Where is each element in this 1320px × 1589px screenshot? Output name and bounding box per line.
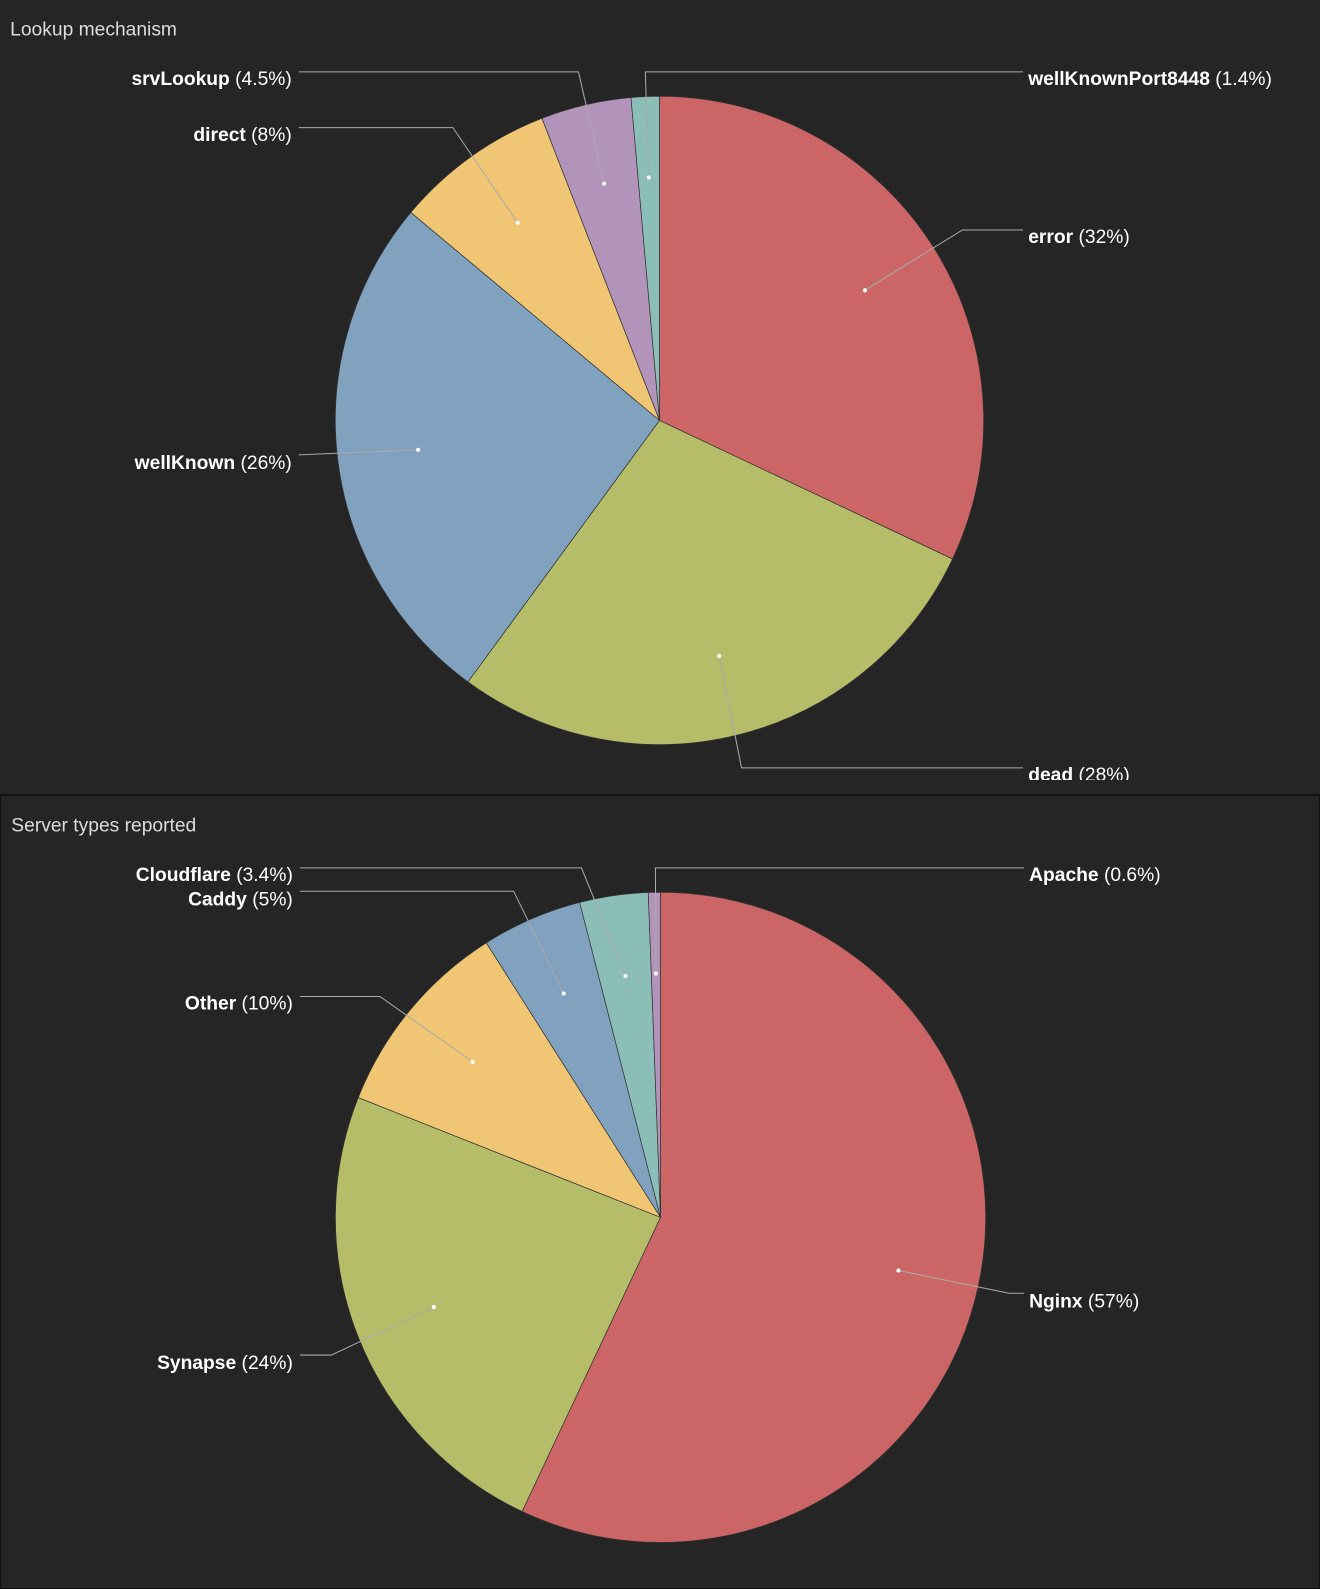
- leader-dot: [431, 1305, 436, 1310]
- chart-title: Lookup mechanism: [10, 19, 177, 40]
- pie-slice-error[interactable]: [659, 95, 984, 560]
- leader-line: [298, 71, 605, 184]
- slice-name: Synapse: [157, 1353, 236, 1374]
- pie-slice-other[interactable]: [357, 942, 662, 1219]
- slice-percent: (10%): [236, 994, 293, 1015]
- pie-slice-wellknownport8448[interactable]: [630, 95, 660, 421]
- leader-line: [644, 71, 1024, 178]
- leader-line: [299, 1306, 435, 1356]
- slice-name: error: [1028, 227, 1073, 248]
- slice-name: Caddy: [188, 889, 247, 910]
- chart-title: Server types reported: [11, 815, 196, 836]
- leader-dot: [470, 1059, 475, 1064]
- leader-line: [299, 996, 473, 1063]
- server-types-pie-chart: Server types reported Nginx (57%) Synapse…: [11, 815, 1161, 1543]
- slice-percent: (8%): [246, 125, 292, 146]
- slice-label: Cloudflare (3.4%): [136, 865, 293, 886]
- slice-percent: (0.6%): [1099, 865, 1161, 886]
- slice-name: Cloudflare: [136, 865, 231, 886]
- slice-percent: (57%): [1083, 1291, 1140, 1312]
- slice-name: wellKnownPort8448: [1027, 69, 1210, 90]
- slice-name: Nginx: [1029, 1291, 1083, 1312]
- slice-label: Caddy (5%): [188, 889, 293, 910]
- leader-line: [298, 127, 519, 224]
- pie-slice-wellknown[interactable]: [335, 211, 660, 683]
- leader-dot: [653, 971, 658, 976]
- pie-slice-synapse[interactable]: [335, 1097, 661, 1512]
- leader-dot: [515, 220, 520, 225]
- slices: [335, 891, 986, 1543]
- slice-name: srvLookup: [131, 69, 229, 90]
- slice-percent: (26%): [235, 453, 292, 474]
- leader-line: [299, 890, 565, 994]
- slice-label: error (32%): [1028, 227, 1130, 248]
- slice-label: Nginx (57%): [1029, 1291, 1139, 1312]
- leader-dot: [646, 175, 651, 180]
- leader-dot: [602, 181, 607, 186]
- slice-percent: (24%): [236, 1353, 293, 1374]
- slice-percent: (32%): [1073, 227, 1130, 248]
- slice-label: srvLookup (4.5%): [131, 69, 291, 90]
- slice-percent: (4.5%): [230, 69, 292, 90]
- slice-name: Other: [185, 994, 237, 1015]
- pie-slice-dead[interactable]: [467, 419, 953, 745]
- slice-percent: (5%): [247, 889, 293, 910]
- slice-name: wellKnown: [134, 453, 235, 474]
- labels: error (32%) dead (28%) wellKnown (26%) dire…: [131, 69, 1271, 780]
- leader-line: [864, 229, 1024, 291]
- leader-dot: [862, 288, 867, 293]
- leader-line: [654, 867, 1025, 974]
- leader-line: [718, 655, 1024, 769]
- slice-percent: (28%): [1073, 765, 1130, 780]
- leader-dot: [717, 654, 722, 659]
- slice-label: Synapse (24%): [157, 1353, 293, 1374]
- lookup-mechanism-pie-chart: Lookup mechanism error (32%) dead (28%) we…: [10, 19, 1272, 780]
- leader-dot: [561, 991, 566, 996]
- slice-name: dead: [1028, 765, 1073, 780]
- labels: Nginx (57%) Synapse (24%) Other (10%) Caddy…: [136, 865, 1161, 1374]
- leader-dot: [896, 1268, 901, 1273]
- lookup-mechanism-panel: Lookup mechanism error (32%) dead (28%) we…: [0, 19, 1320, 795]
- slice-percent: (3.4%): [231, 865, 293, 886]
- slice-label: Other (10%): [185, 994, 293, 1015]
- slice-label: direct (8%): [193, 125, 291, 146]
- leader-dot: [623, 974, 628, 979]
- leader-line: [898, 1270, 1025, 1294]
- slices: [335, 95, 984, 745]
- leader-dot: [416, 447, 421, 452]
- pie-slice-nginx[interactable]: [521, 891, 986, 1543]
- slice-percent: (1.4%): [1210, 69, 1272, 90]
- slice-name: direct: [193, 125, 246, 146]
- server-types-panel: Server types reported Nginx (57%) Synapse…: [0, 795, 1320, 1589]
- leader-line: [299, 867, 626, 977]
- pie-slice-direct[interactable]: [410, 117, 660, 421]
- leader-line: [298, 449, 419, 456]
- slice-label: wellKnownPort8448 (1.4%): [1027, 69, 1272, 90]
- slice-label: dead (28%): [1028, 765, 1130, 780]
- slice-label: wellKnown (26%): [134, 453, 292, 474]
- slice-label: Apache (0.6%): [1029, 865, 1160, 886]
- slice-name: Apache: [1029, 865, 1099, 886]
